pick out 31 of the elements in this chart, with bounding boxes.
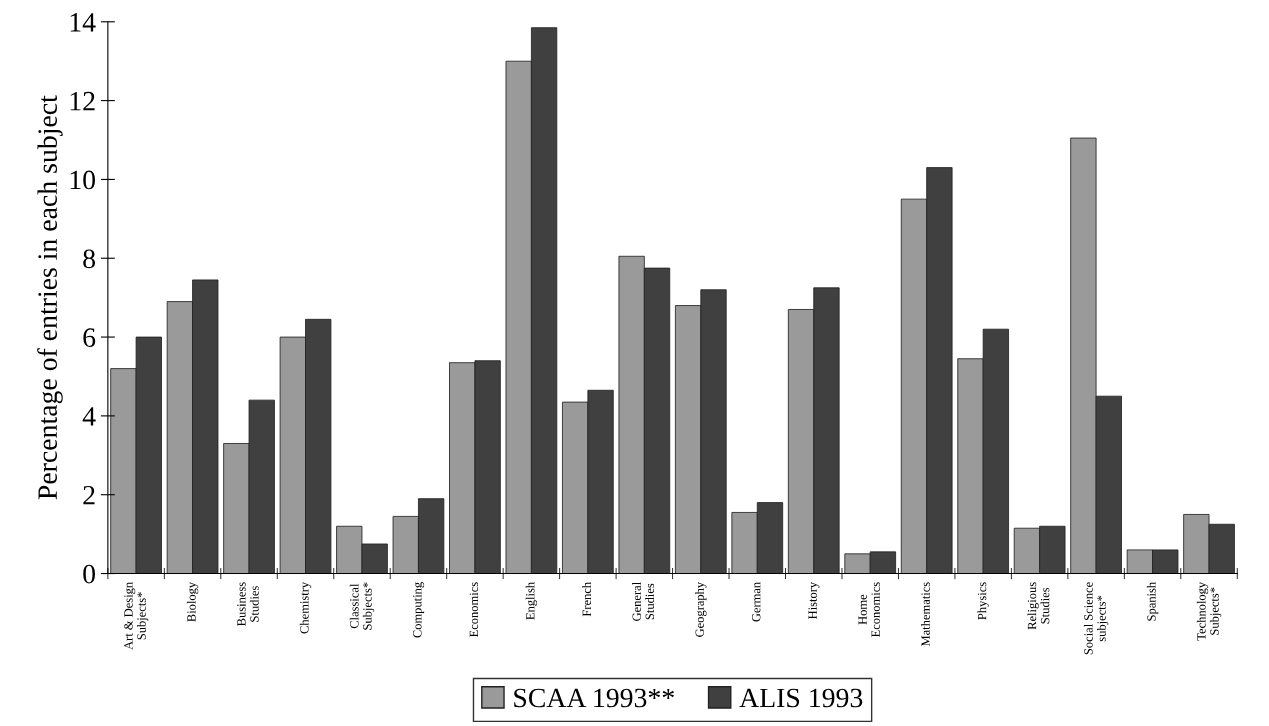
y-tick-label: 12 xyxy=(70,91,95,111)
x-tick-label: Mathematics xyxy=(921,582,930,647)
x-tick-label: Art & Design Subjects* xyxy=(124,582,149,650)
x-tick-label: Economics xyxy=(469,582,479,638)
y-tick-label: 14 xyxy=(70,13,96,32)
x-tick-label: Religious Studies xyxy=(1027,582,1050,630)
x-tick-label: Social Science subjects* xyxy=(1083,582,1109,655)
y-tick-label: 8 xyxy=(83,249,95,269)
y-tick-label: 2 xyxy=(83,485,95,505)
x-tick-label: German xyxy=(752,582,761,622)
y-tick-label: 0 xyxy=(83,564,95,584)
x-tick-label: Physics xyxy=(977,582,989,620)
x-tick-label: Chemistry xyxy=(299,581,312,634)
legend-label: ALIS 1993 xyxy=(739,688,863,708)
x-tick-label: Home Economics xyxy=(858,582,880,638)
x-tick-label: Classical Subjects* xyxy=(349,582,375,630)
x-tick-label: Biology xyxy=(186,581,199,622)
y-tick-label: 4 xyxy=(82,407,96,426)
x-tick-label: French xyxy=(582,582,591,617)
x-tick-label: Geography xyxy=(695,581,707,637)
x-tick-label: Technology Subjects* xyxy=(1196,581,1222,641)
y-axis-title: Percentage of entries in each subject xyxy=(37,95,63,500)
y-tick-label: 6 xyxy=(83,328,96,347)
legend-label: SCAA 1993** xyxy=(514,688,674,708)
x-tick-label: General Studies xyxy=(632,582,654,621)
y-tick-label: 10 xyxy=(70,170,95,190)
x-tick-label: Computing xyxy=(413,582,425,638)
x-tick-label: English xyxy=(525,582,538,620)
x-tick-label: Spanish xyxy=(1146,582,1159,621)
x-tick-label: Business Studies xyxy=(237,582,259,626)
x-tick-label: History xyxy=(808,581,820,620)
